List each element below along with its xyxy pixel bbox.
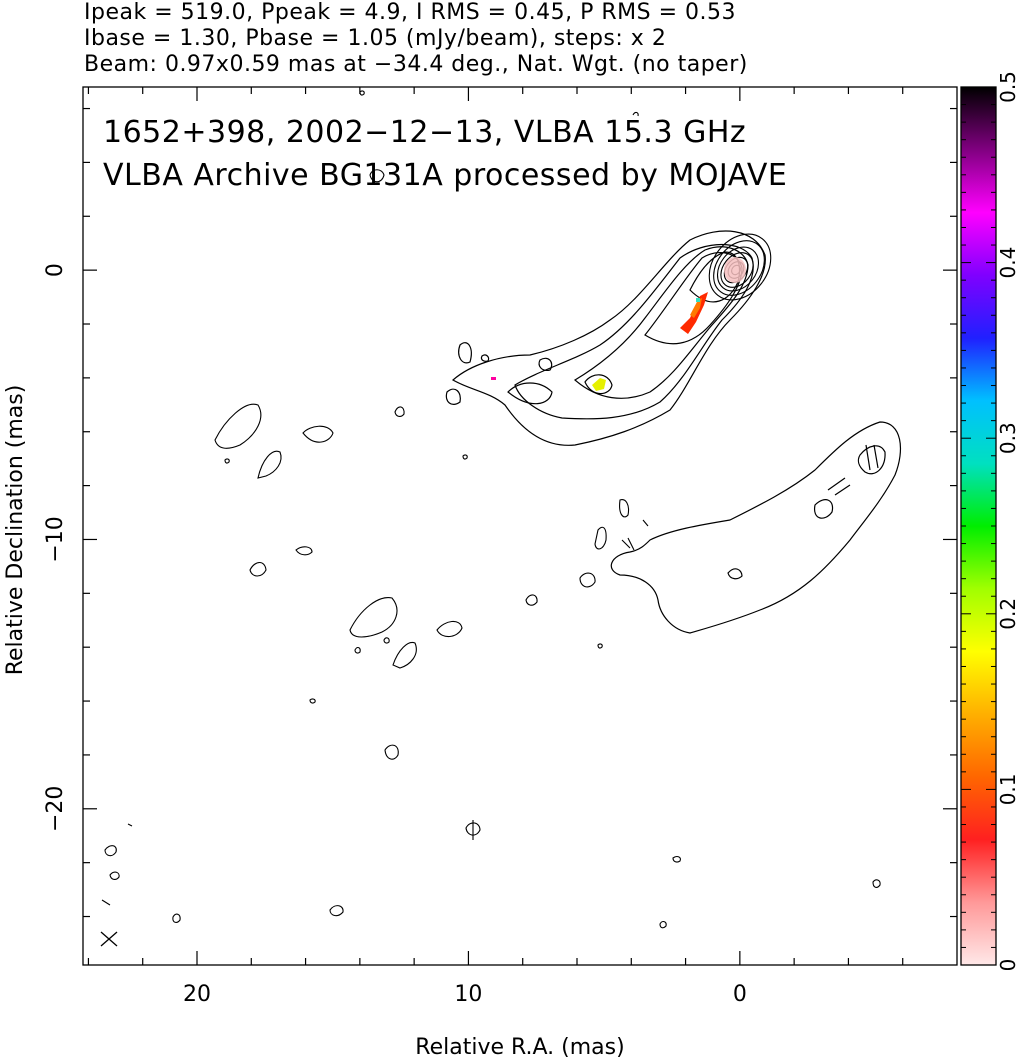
contour-core-jet xyxy=(445,230,766,446)
x-axis: 20 10 0 xyxy=(87,87,904,1007)
header-line-2: Ibase = 1.30, Pbase = 1.05 (mJy/beam), s… xyxy=(84,26,667,51)
x-axis-label: Relative R.A. (mas) xyxy=(415,1035,624,1060)
contour-islands xyxy=(101,90,881,929)
beam-ellipse xyxy=(100,931,118,947)
colorbar-tick-label: 0.3 xyxy=(996,422,1020,454)
header-line-3: Beam: 0.97x0.59 mas at −34.4 deg., Nat. … xyxy=(84,52,748,77)
x-tick-label: 0 xyxy=(733,982,747,1007)
y-tick-label: −10 xyxy=(43,516,68,562)
y-tick-label: −20 xyxy=(43,786,68,832)
colorbar-tick-label: 0.2 xyxy=(996,598,1020,630)
x-tick-label: 10 xyxy=(454,982,482,1007)
y-axis-label: Relative Declination (mas) xyxy=(3,385,28,676)
colorbar: 0 0.1 0.2 0.3 0.4 0.5 xyxy=(960,71,1020,972)
map-body xyxy=(82,86,958,966)
y-tick-label: 0 xyxy=(43,263,68,277)
map-title-line-2: VLBA Archive BG131A processed by MOJAVE xyxy=(103,158,787,193)
plot-frame xyxy=(82,86,958,966)
header-line-1: Ipeak = 519.0, Ppeak = 4.9, I RMS = 0.45… xyxy=(84,0,736,25)
contour-outer-jet xyxy=(610,421,902,634)
colorbar-tick-label: 0.4 xyxy=(996,247,1020,279)
y-axis: 0 −10 −20 xyxy=(43,107,957,918)
polarization-patches xyxy=(491,257,746,391)
x-tick-label: 20 xyxy=(183,982,211,1007)
colorbar-tick-label: 0.5 xyxy=(996,71,1020,103)
header-text: Ipeak = 519.0, Ppeak = 4.9, I RMS = 0.45… xyxy=(84,0,1014,78)
map-title-line-1: 1652+398, 2002−12−13, VLBA 15.3 GHz xyxy=(103,115,746,150)
colorbar-gradient xyxy=(960,86,997,966)
colorbar-tick-label: 0.1 xyxy=(996,773,1020,805)
colorbar-tick-label: 0 xyxy=(996,959,1020,972)
